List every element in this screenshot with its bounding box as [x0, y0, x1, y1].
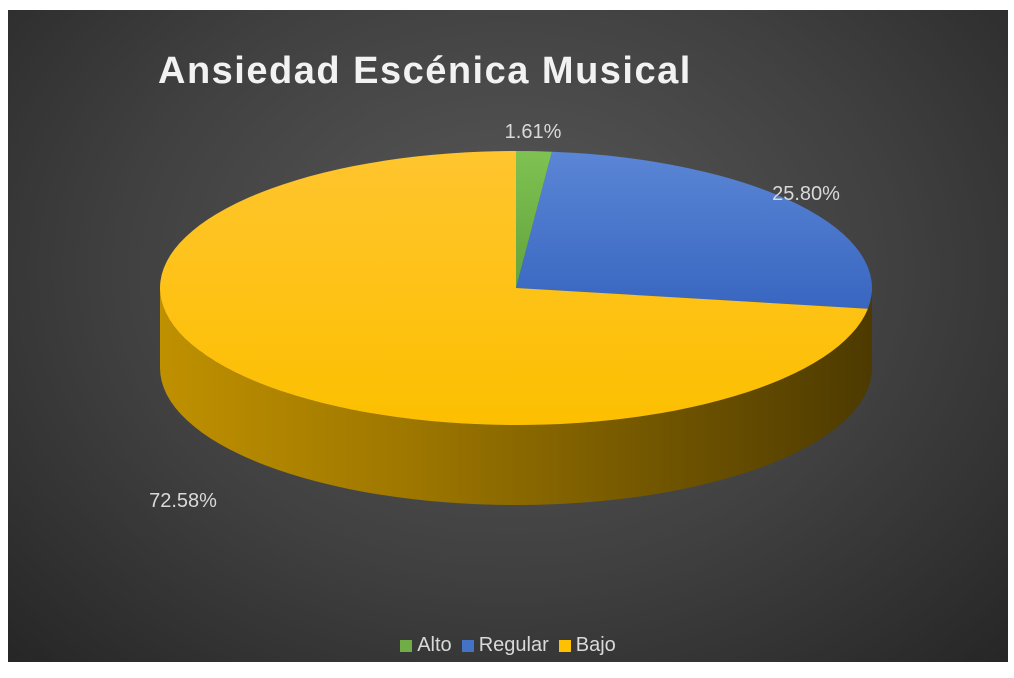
pie-side-bajo [160, 288, 872, 505]
legend-swatch-bajo [558, 639, 571, 652]
legend-swatch-alto [400, 639, 413, 652]
legend-entry-bajo: Bajo [558, 634, 616, 657]
legend-label-regular: Regular [478, 634, 549, 656]
legend: Alto Regular Bajo [8, 634, 1008, 657]
data-label-alto: 1.61% [505, 121, 562, 143]
chart-title: Ansiedad Escénica Musical [158, 50, 692, 92]
pie-chart: 1.61% 25.80% 72.58% [149, 121, 873, 512]
data-label-regular: 25.80% [772, 183, 840, 205]
data-label-bajo: 72.58% [149, 490, 217, 512]
pie-slice-regular [516, 151, 873, 309]
pie-slice-alto [516, 151, 552, 288]
legend-label-bajo: Bajo [575, 634, 616, 656]
legend-label-alto: Alto [417, 634, 452, 656]
pie-slice-bajo [160, 151, 868, 425]
legend-entry-alto: Alto [400, 634, 452, 657]
pie-side-wall [160, 288, 872, 505]
pie-data-labels: 1.61% 25.80% 72.58% [149, 121, 840, 512]
pie-top-faces [160, 151, 873, 425]
chart-area: Ansiedad Escénica Musical 1 [8, 10, 1008, 662]
legend-entry-regular: Regular [461, 634, 549, 657]
legend-swatch-regular [461, 639, 474, 652]
